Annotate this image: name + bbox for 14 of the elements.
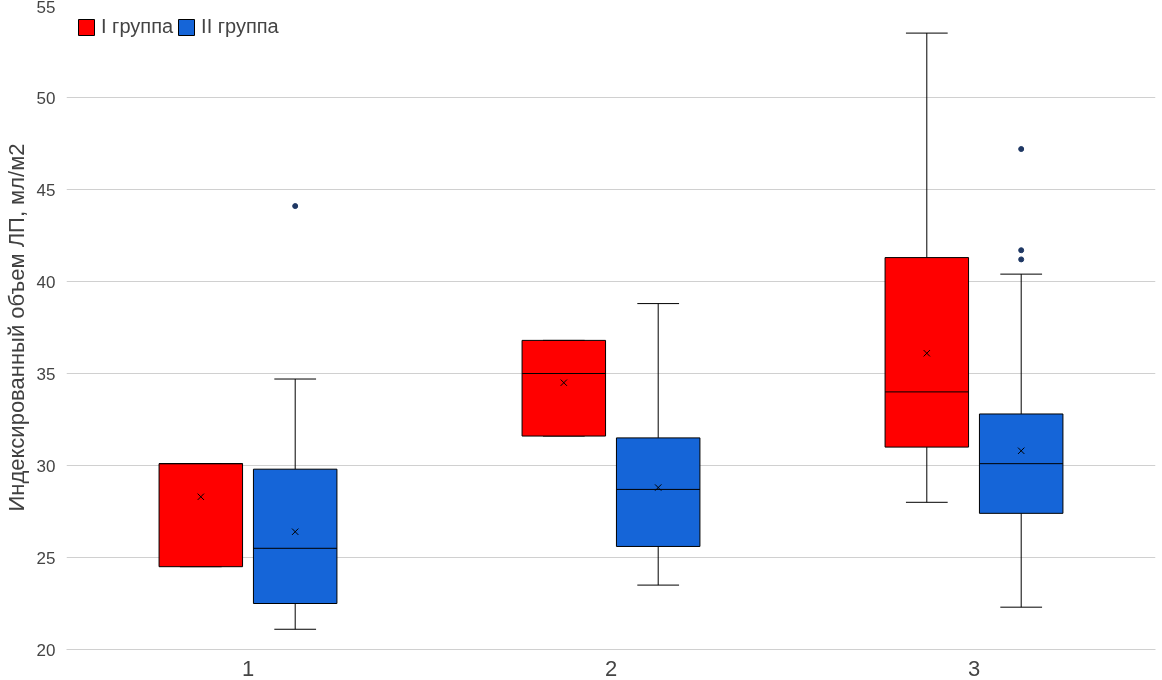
x-tick-label: 1 <box>241 655 255 680</box>
y-tick-label: 40 <box>36 272 56 292</box>
y-tick-label: 30 <box>36 456 56 476</box>
y-tick-label: 55 <box>36 0 56 17</box>
y-axis-title: Индексированный объем ЛП, мл/м2 <box>3 143 29 512</box>
y-tick-label: 25 <box>36 548 56 568</box>
legend-label: I группа <box>101 15 174 38</box>
legend-label: II группа <box>201 15 279 38</box>
y-tick-label: 35 <box>36 364 56 384</box>
x-tick-label: 3 <box>967 655 981 680</box>
x-tick-label: 2 <box>604 655 618 680</box>
y-tick-label: 50 <box>36 88 56 108</box>
y-tick-label: 45 <box>36 180 56 200</box>
y-tick-label: 20 <box>36 640 56 660</box>
